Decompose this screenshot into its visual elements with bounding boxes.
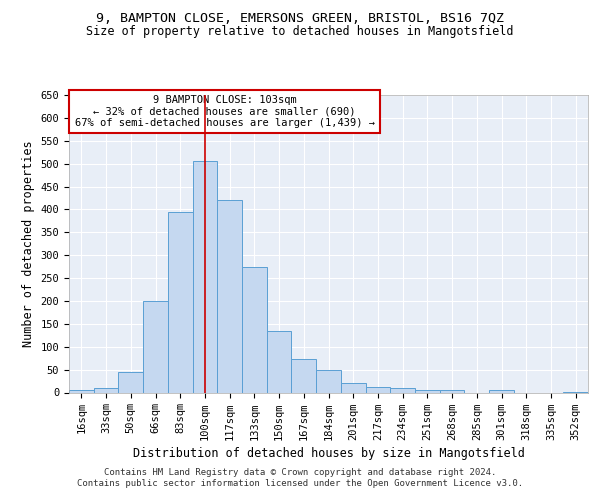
- Bar: [69, 390, 94, 392]
- Bar: [292, 359, 316, 392]
- X-axis label: Distribution of detached houses by size in Mangotsfield: Distribution of detached houses by size …: [133, 446, 524, 460]
- Text: Contains HM Land Registry data © Crown copyright and database right 2024.
Contai: Contains HM Land Registry data © Crown c…: [77, 468, 523, 487]
- Text: Size of property relative to detached houses in Mangotsfield: Size of property relative to detached ho…: [86, 25, 514, 38]
- Bar: [118, 372, 143, 392]
- Bar: [94, 388, 118, 392]
- Bar: [415, 390, 440, 392]
- Bar: [390, 388, 415, 392]
- Bar: [316, 370, 341, 392]
- Bar: [440, 390, 464, 392]
- Bar: [341, 384, 365, 392]
- Text: 9 BAMPTON CLOSE: 103sqm
← 32% of detached houses are smaller (690)
67% of semi-d: 9 BAMPTON CLOSE: 103sqm ← 32% of detache…: [74, 95, 374, 128]
- Bar: [193, 162, 217, 392]
- Text: 9, BAMPTON CLOSE, EMERSONS GREEN, BRISTOL, BS16 7QZ: 9, BAMPTON CLOSE, EMERSONS GREEN, BRISTO…: [96, 12, 504, 26]
- Bar: [168, 212, 193, 392]
- Bar: [267, 330, 292, 392]
- Bar: [217, 200, 242, 392]
- Y-axis label: Number of detached properties: Number of detached properties: [22, 140, 35, 347]
- Bar: [242, 266, 267, 392]
- Bar: [365, 387, 390, 392]
- Bar: [143, 301, 168, 392]
- Bar: [489, 390, 514, 392]
